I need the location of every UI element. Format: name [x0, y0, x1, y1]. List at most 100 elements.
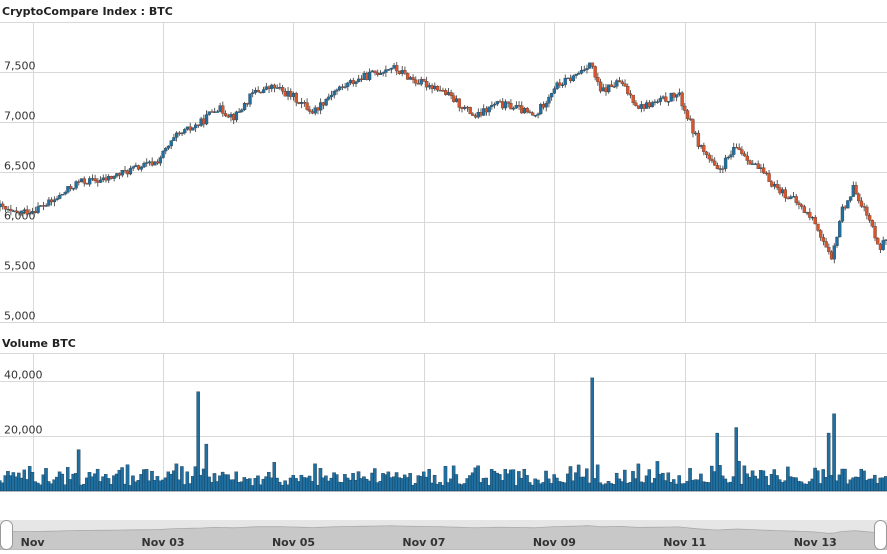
volume-bar-282	[764, 476, 768, 492]
candle-body-243	[658, 98, 663, 102]
candle-body-234	[634, 102, 638, 106]
candle-body-40	[107, 176, 111, 181]
candle-body-242	[655, 101, 660, 103]
candle-body-177	[479, 111, 483, 116]
candle-body-73	[196, 124, 201, 126]
candle-body-149	[403, 70, 407, 74]
candle-body-223	[604, 87, 608, 93]
volume-bar-271	[734, 427, 738, 492]
candle-body-124	[335, 89, 339, 92]
x-tick-6: Nov 13	[794, 536, 837, 549]
candle-body-127	[343, 86, 347, 88]
candle-body-222	[601, 87, 605, 92]
candle-body-97	[261, 89, 266, 93]
candle-body-285	[772, 184, 777, 187]
candle-body-99	[267, 86, 271, 90]
candle-body-132	[357, 78, 361, 82]
candle-body-15	[39, 205, 43, 207]
price-y-tick-3: 6,500	[4, 160, 36, 173]
candle-body-75	[202, 118, 206, 125]
candle-body-5	[11, 210, 16, 212]
candle-body-221	[598, 81, 603, 92]
price-y-tick-2: 6,000	[4, 210, 36, 223]
candle-body-183	[495, 101, 499, 105]
candle-body-174	[471, 113, 475, 116]
candle-body-287	[778, 187, 782, 194]
candle-body-291	[789, 196, 793, 199]
candle-body-88	[237, 111, 241, 113]
candle-body-2	[3, 206, 8, 210]
candle-body-278	[753, 163, 758, 165]
candle-body-213	[577, 73, 581, 75]
volume-bar-95	[256, 475, 260, 492]
volume-bar-101	[272, 462, 277, 492]
candle-body-203	[550, 93, 554, 98]
candle-body-86	[232, 114, 236, 121]
candle-body-44	[117, 173, 122, 176]
candle-body-158	[427, 85, 432, 88]
candle-body-64	[172, 137, 176, 141]
candle-body-109	[294, 93, 298, 103]
candle-body-110	[297, 102, 301, 104]
candle-body-310	[840, 206, 845, 222]
candle-body-190	[514, 105, 518, 109]
volume-bar-189	[511, 469, 516, 492]
candle-body-62	[166, 145, 171, 149]
volume-bar-47	[125, 464, 130, 492]
candle-body-180	[487, 106, 491, 113]
candle-body-16	[41, 205, 46, 207]
candle-body-11	[28, 212, 32, 215]
candle-body-241	[653, 101, 657, 103]
candle-body-266	[721, 168, 725, 170]
candle-body-272	[737, 147, 741, 150]
candle-body-78	[210, 111, 214, 113]
candle-body-173	[468, 107, 472, 115]
navigator-handle-left	[0, 520, 13, 550]
candle-body-39	[104, 177, 108, 181]
candle-body-218	[590, 62, 595, 67]
candle-body-26	[69, 186, 73, 189]
candle-body-298	[808, 212, 812, 218]
volume-bar-246	[666, 472, 671, 492]
candle-body-21	[55, 198, 59, 200]
candle-body-13	[33, 211, 37, 213]
candle-body-224	[607, 84, 611, 93]
candle-body-179	[484, 108, 489, 113]
x-tick-0: Nov	[21, 536, 46, 549]
candle-body-320	[867, 215, 872, 221]
candle-body-309	[838, 221, 842, 238]
candle-body-307	[832, 245, 836, 260]
candle-body-200	[541, 104, 546, 108]
volume-bar-87	[234, 471, 238, 492]
candle-body-175	[473, 115, 478, 118]
candle-body-42	[112, 175, 116, 179]
candle-body-271	[734, 147, 739, 149]
candle-body-156	[422, 79, 426, 82]
candle-body-160	[433, 85, 437, 90]
volume-bar-305	[826, 432, 831, 492]
candle-body-58	[155, 161, 160, 164]
candle-body-151	[408, 77, 412, 80]
candle-body-157	[425, 81, 429, 88]
candle-body-63	[169, 140, 173, 147]
candle-body-10	[25, 209, 29, 215]
candle-body-128	[346, 82, 350, 87]
candle-body-260	[704, 151, 709, 156]
candle-body-299	[810, 217, 815, 219]
candle-body-25	[66, 186, 70, 193]
candle-body-295	[800, 204, 804, 207]
candle-body-131	[354, 81, 358, 84]
candle-body-136	[367, 71, 372, 80]
candle-body-169	[457, 98, 461, 108]
candle-body-206	[558, 82, 562, 86]
candle-body-194	[525, 108, 529, 113]
candle-body-140	[378, 72, 383, 75]
candle-body-220	[596, 77, 600, 83]
candle-body-188	[509, 102, 513, 110]
candle-body-31	[82, 178, 86, 184]
candle-body-297	[805, 212, 809, 214]
candle-body-19	[49, 199, 54, 203]
candle-body-296	[802, 206, 807, 214]
candle-body-208	[563, 77, 567, 85]
